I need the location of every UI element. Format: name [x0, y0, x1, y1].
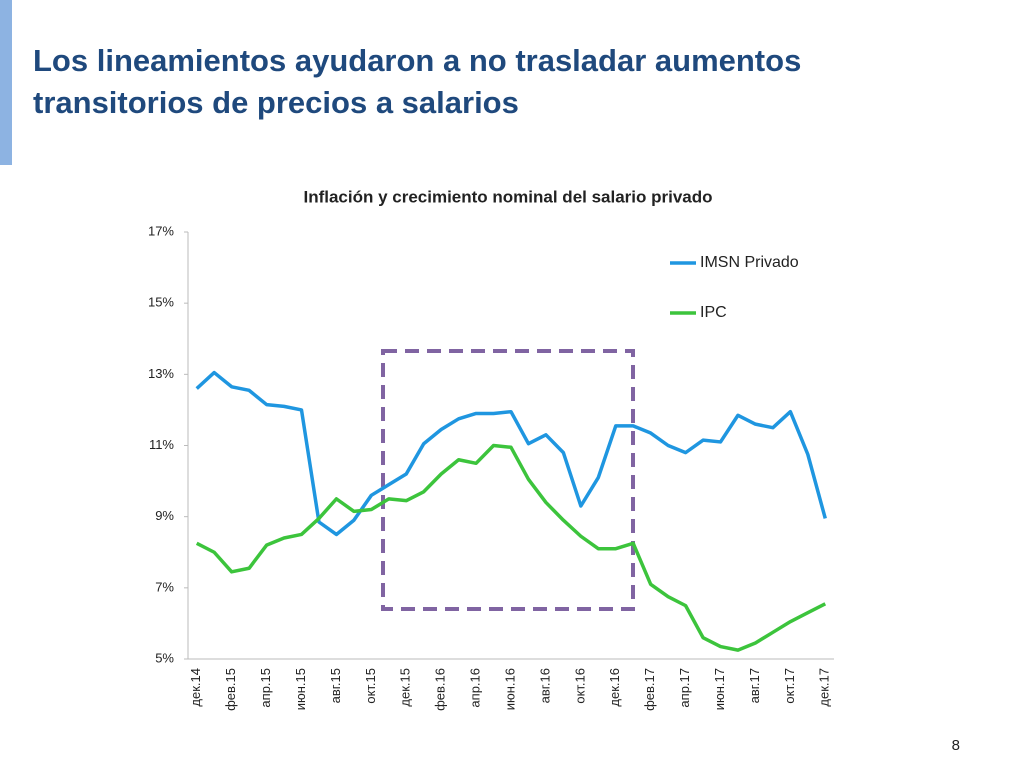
x-tick-label: дек.16 [607, 668, 622, 707]
chart-title: Inflación y crecimiento nominal del sala… [303, 187, 712, 206]
x-tick-label: окт.15 [363, 668, 378, 704]
series-line [195, 443, 827, 652]
y-tick-label: 13% [148, 366, 174, 381]
y-tick-label: 5% [155, 650, 174, 665]
legend-label: IMSN Privado [700, 254, 799, 271]
x-tick-label: окт.16 [572, 668, 587, 704]
x-tick-label: авг.15 [328, 668, 343, 703]
x-tick-label: апр.17 [677, 668, 692, 708]
slide-title: Los lineamientos ayudaron a no trasladar… [33, 43, 802, 120]
y-tick-label: 11% [149, 437, 174, 452]
x-tick-label: апр.16 [468, 668, 483, 708]
legend-label: IPC [700, 304, 727, 321]
y-tick-label: 7% [155, 579, 174, 594]
highlight-box [381, 349, 635, 611]
x-tick-label: апр.15 [258, 668, 273, 708]
x-tick-label: июн.15 [293, 668, 308, 710]
x-tick-label: авг.17 [747, 668, 762, 703]
y-tick-label: 9% [155, 508, 174, 523]
x-tick-label: фев.15 [223, 668, 238, 711]
x-tick-label: июн.17 [712, 668, 727, 710]
x-tick-label: дек.17 [817, 668, 832, 707]
page-number: 8 [951, 737, 960, 754]
x-tick-label: дек.14 [188, 668, 203, 707]
x-tick-label: дек.15 [398, 668, 413, 707]
accent-bar [0, 0, 12, 165]
x-tick-label: окт.17 [782, 668, 797, 704]
series-line [195, 370, 827, 537]
y-tick-label: 17% [148, 223, 174, 238]
y-tick-label: 15% [148, 295, 174, 310]
x-tick-label: июн.16 [502, 668, 517, 710]
x-tick-label: авг.16 [537, 668, 552, 703]
x-tick-label: фев.16 [433, 668, 448, 711]
x-tick-label: фев.17 [642, 668, 657, 711]
